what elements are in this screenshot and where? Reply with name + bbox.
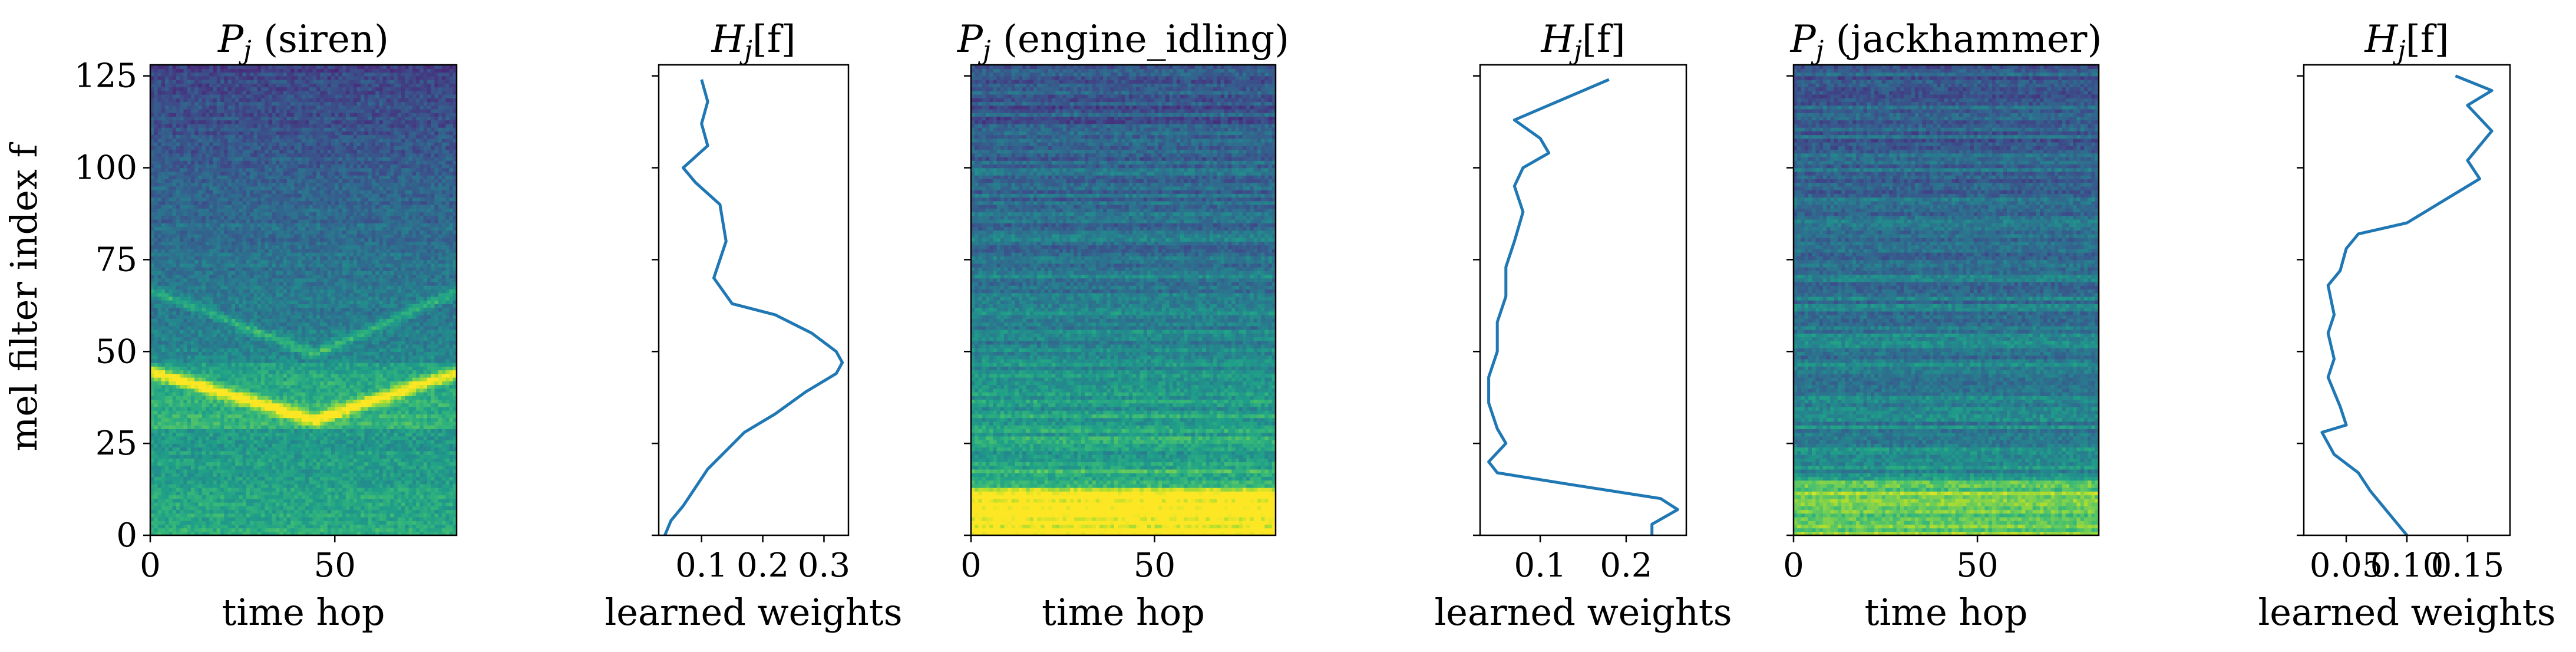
panel-4: 0.1 0.2 learned weights Hj[f]	[1434, 18, 1732, 634]
spectrogram	[971, 65, 1276, 535]
x-tick-label: 0.15	[2431, 546, 2505, 585]
axes-frame	[149, 64, 458, 536]
weights-line	[663, 79, 844, 536]
panel-title: Hj[f]	[1540, 18, 1625, 65]
weights-line	[1487, 78, 1679, 535]
panel-title: Hj[f]	[2364, 18, 2449, 65]
x-tick-label: 50	[1956, 546, 1998, 585]
spectrogram	[150, 65, 457, 535]
x-axis-label: learned weights	[2258, 591, 2555, 634]
x-tick-label: 50	[1134, 546, 1175, 585]
y-tick-label: 125	[74, 57, 137, 96]
x-tick-label: 0.05	[2310, 546, 2383, 585]
weights-line	[2320, 74, 2494, 536]
x-axis-label: time hop	[1042, 591, 1205, 634]
axes-frame	[2303, 64, 2511, 536]
x-tick-label: 0.2	[1600, 546, 1652, 585]
axes-frame	[1792, 64, 2100, 536]
spectrogram	[1794, 65, 2099, 535]
y-tick-label: 0	[116, 516, 137, 555]
x-axis-label: learned weights	[1434, 591, 1732, 634]
panel-3: 0 50 time hop Pj (engine_idling)	[957, 18, 1289, 634]
x-tick-label: 0.2	[737, 546, 789, 585]
x-axis-label: time hop	[222, 591, 385, 634]
x-tick-label: 0	[1783, 546, 1804, 585]
axes-frame	[970, 64, 1277, 536]
panel-6: 0.050.100.15 learned weights Hj[f]	[2258, 18, 2555, 634]
panel-title: Pj (jackhammer)	[1790, 18, 2102, 65]
panel-1: 0 25 50 75 100 125 0 50 time hop Pj (siren)	[74, 18, 458, 634]
x-axis-label: learned weights	[605, 591, 902, 634]
panel-title: Pj (siren)	[217, 18, 389, 65]
x-tick-label: 0.1	[1514, 546, 1567, 585]
x-tick-label: 0.1	[675, 546, 728, 585]
x-tick-label: 0	[140, 546, 161, 585]
axes-frame	[1479, 64, 1687, 536]
y-tick-label: 100	[74, 149, 137, 187]
panel-title: Pj (engine_idling)	[957, 18, 1289, 65]
x-axis-label: time hop	[1865, 591, 2028, 634]
axes-frame	[658, 64, 850, 536]
x-tick-label: 0.3	[798, 546, 850, 585]
x-tick-label: 0	[960, 546, 982, 585]
y-tick-label: 25	[95, 424, 137, 463]
y-tick-label: 75	[95, 241, 137, 279]
y-tick-label: 50	[95, 332, 137, 371]
x-tick-label: 50	[314, 546, 356, 585]
y-axis-label: mel filter index f	[2, 141, 45, 451]
panel-5: 0 50 time hop Pj (jackhammer)	[1783, 18, 2102, 634]
x-tick-label: 0.10	[2370, 546, 2444, 585]
panel-title: Hj[f]	[711, 18, 795, 65]
panel-2: 0.1 0.2 0.3 learned weights Hj[f]	[605, 18, 902, 634]
